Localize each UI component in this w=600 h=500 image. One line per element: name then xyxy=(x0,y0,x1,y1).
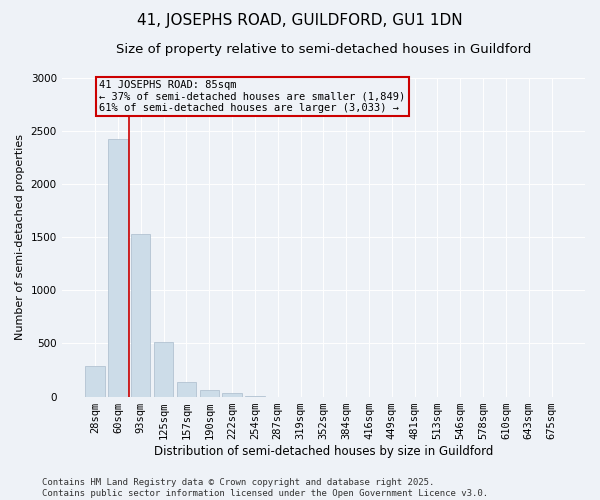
Bar xyxy=(223,394,242,396)
Bar xyxy=(85,366,105,396)
Text: 41 JOSEPHS ROAD: 85sqm
← 37% of semi-detached houses are smaller (1,849)
61% of : 41 JOSEPHS ROAD: 85sqm ← 37% of semi-det… xyxy=(99,80,406,113)
Text: Contains HM Land Registry data © Crown copyright and database right 2025.
Contai: Contains HM Land Registry data © Crown c… xyxy=(42,478,488,498)
X-axis label: Distribution of semi-detached houses by size in Guildford: Distribution of semi-detached houses by … xyxy=(154,444,493,458)
Title: Size of property relative to semi-detached houses in Guildford: Size of property relative to semi-detach… xyxy=(116,42,531,56)
Text: 41, JOSEPHS ROAD, GUILDFORD, GU1 1DN: 41, JOSEPHS ROAD, GUILDFORD, GU1 1DN xyxy=(137,12,463,28)
Bar xyxy=(177,382,196,396)
Bar xyxy=(200,390,219,396)
Bar xyxy=(108,139,128,396)
Y-axis label: Number of semi-detached properties: Number of semi-detached properties xyxy=(15,134,25,340)
Bar xyxy=(154,342,173,396)
Bar xyxy=(131,234,151,396)
